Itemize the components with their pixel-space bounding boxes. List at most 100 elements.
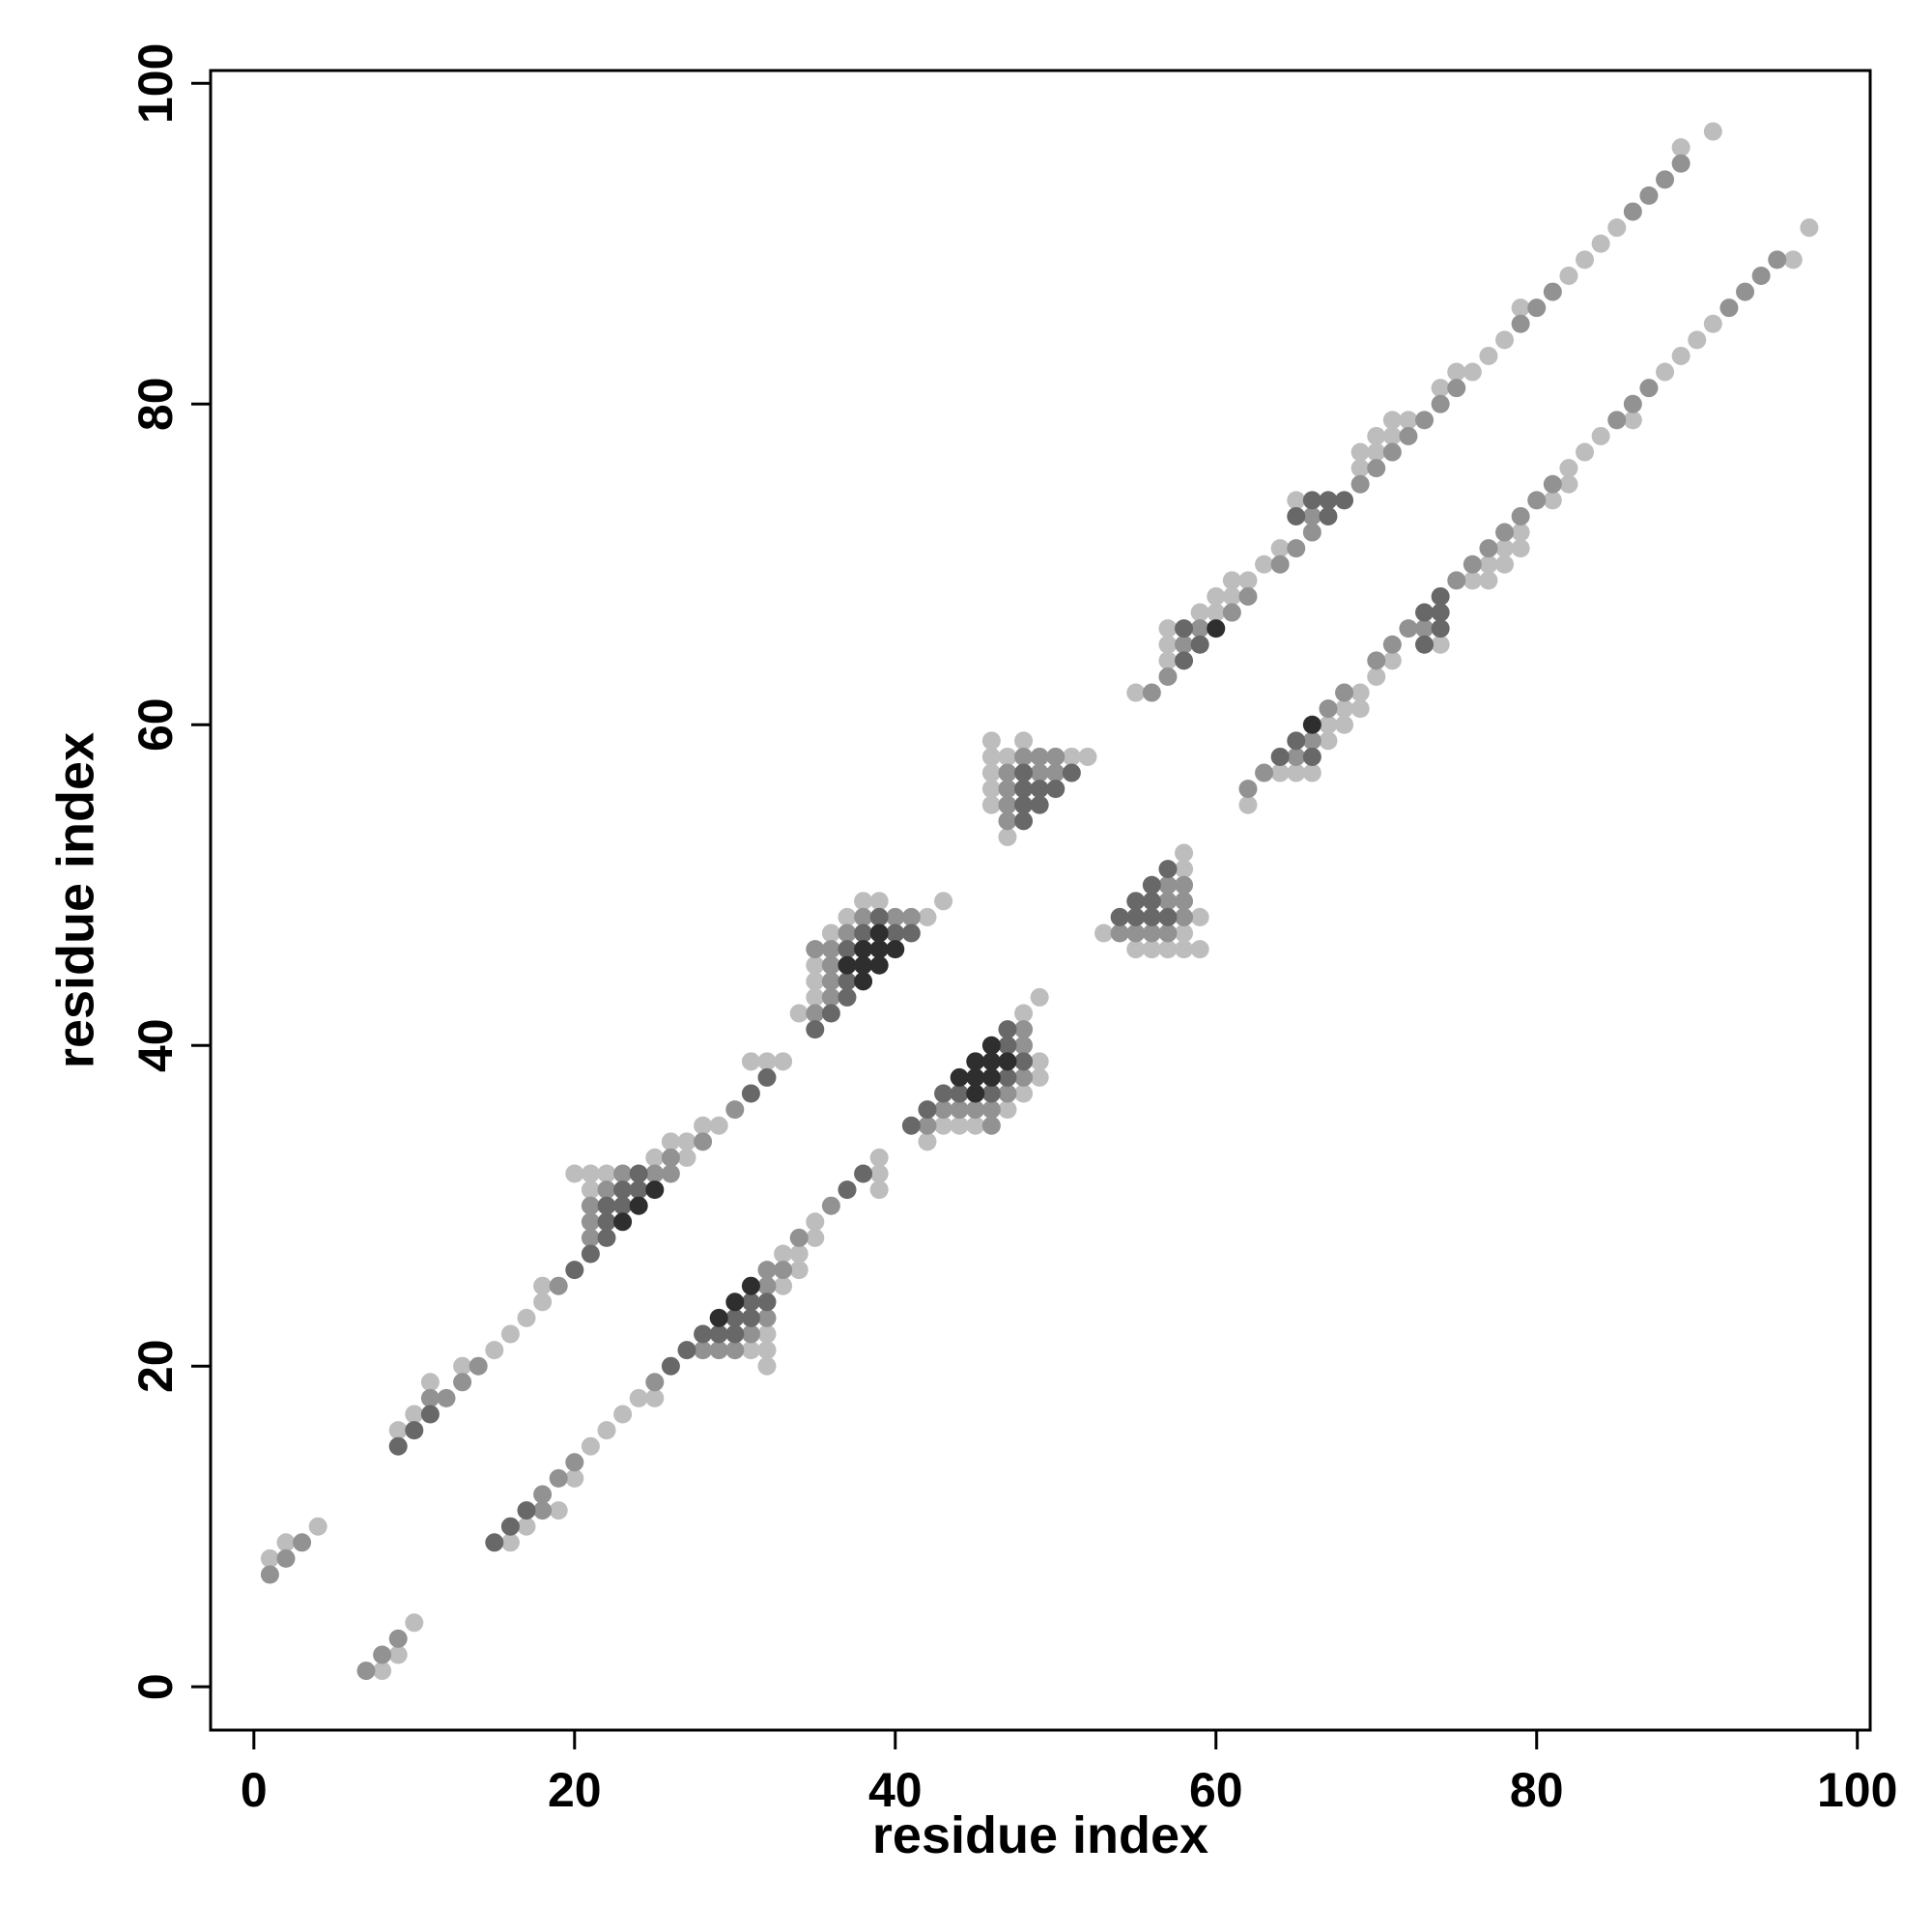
contact-point [1656,362,1675,382]
contact-point [741,1052,760,1071]
contact-point [405,1421,424,1440]
contact-point [1142,940,1161,959]
contact-point [950,1067,969,1087]
contact-point [1014,763,1034,782]
contact-point [854,940,873,959]
contact-point [1287,491,1306,510]
contact-point [581,1164,600,1183]
contact-point [613,1196,633,1215]
contact-point [741,1276,760,1295]
contact-point [869,1180,889,1200]
contact-point [1656,170,1675,189]
contact-point [981,1100,1001,1120]
contact-point [1671,154,1690,173]
contact-point [757,1341,777,1360]
contact-point [789,1228,809,1247]
contact-point [1222,586,1241,606]
contact-point [549,1501,568,1520]
contact-point [774,1244,793,1264]
contact-point [1319,699,1338,719]
contact-point [838,972,857,991]
contact-point [1207,619,1226,639]
contact-point [1527,491,1547,510]
contact-point [1350,442,1370,462]
contact-point [1030,763,1049,782]
contact-point [981,1067,1001,1087]
contact-point [1431,394,1450,413]
contact-point [1719,298,1739,318]
contact-point [709,1324,728,1344]
contact-point [420,1405,440,1424]
contact-point [1062,763,1081,782]
contact-point [1431,586,1450,606]
contact-point [533,1501,553,1520]
contact-point [597,1196,616,1215]
contact-point [981,747,1001,766]
contact-point [645,1388,665,1407]
contact-point [1447,571,1466,590]
contact-point [757,1276,777,1295]
contact-point [1158,923,1178,943]
contact-point [981,795,1001,814]
contact-point [821,1004,840,1023]
contact-point [1302,506,1321,526]
x-tick-label: 80 [1510,1763,1564,1817]
contact-point [1350,474,1370,494]
contact-point [500,1324,520,1344]
contact-point [806,1212,825,1232]
contact-point [1800,218,1819,238]
contact-point [613,1180,633,1200]
contact-point [1175,860,1194,879]
contact-point [934,1100,953,1120]
contact-point [597,1228,616,1247]
contact-point [934,1084,953,1103]
contact-point [1671,346,1690,365]
contact-point [774,1261,793,1280]
contact-point [998,827,1017,846]
contact-point [757,1052,777,1071]
contact-point [1158,635,1178,654]
contact-point [1014,747,1034,766]
contact-point [533,1276,553,1295]
contact-point [1030,1067,1049,1087]
contact-point [1078,747,1097,766]
contact-point [838,955,857,975]
contact-point [1062,747,1081,766]
contact-point [1382,651,1402,670]
contact-point [1431,603,1450,622]
contact-point [1768,250,1787,270]
contact-point [981,1052,1001,1071]
contact-point [966,1100,985,1120]
contact-point [869,1148,889,1167]
contact-point [918,1100,937,1120]
contact-point [1463,571,1482,590]
contact-point [901,923,921,943]
contact-point [1495,554,1515,574]
contact-point [1479,346,1498,365]
contact-point [677,1132,696,1151]
contact-point [500,1517,520,1536]
contact-point [1399,411,1418,430]
contact-point [854,892,873,911]
contact-point [1302,715,1321,734]
contact-point [565,1453,584,1472]
contact-point [1319,715,1338,734]
contact-point [388,1421,408,1440]
contact-point [709,1116,728,1135]
contact-point [998,780,1017,799]
contact-point [597,1212,616,1232]
contact-point [629,1388,648,1407]
contact-point [821,940,840,959]
contact-point [869,955,889,975]
contact-point [1335,491,1354,510]
contact-point [1399,619,1418,639]
contact-point [821,923,840,943]
contact-point [356,1662,376,1681]
contact-point [789,1244,809,1264]
contact-point [1190,619,1209,639]
contact-point [293,1533,312,1552]
contact-point [565,1261,584,1280]
contact-point [1190,635,1209,654]
contact-point [581,1228,600,1247]
